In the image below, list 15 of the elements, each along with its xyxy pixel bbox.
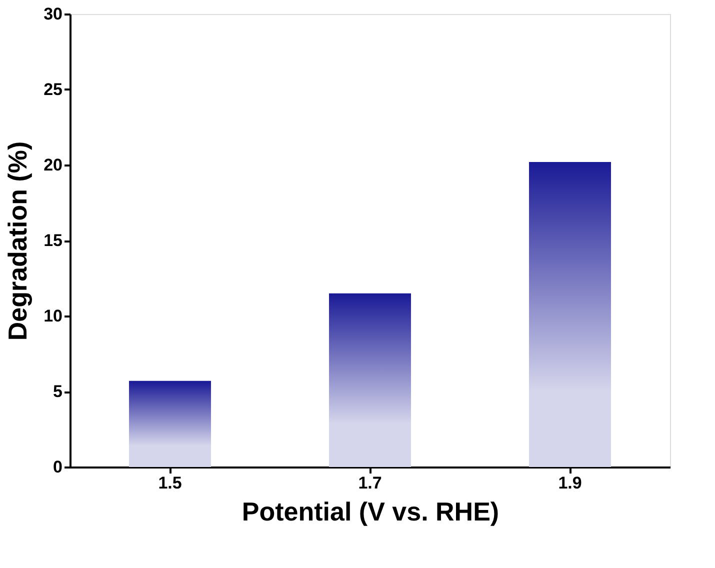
y-tick-label: 5 <box>53 382 62 401</box>
y-tick-label: 25 <box>44 80 62 99</box>
y-tick-label: 0 <box>53 458 62 476</box>
y-tick-label: 30 <box>44 4 62 24</box>
y-tick-label: 20 <box>44 156 62 174</box>
x-tick-label: 1.9 <box>558 474 582 492</box>
bar <box>129 380 211 467</box>
bar <box>529 162 611 467</box>
x-tick-label: 1.7 <box>358 474 382 492</box>
bar <box>329 293 411 467</box>
x-axis-title: Potential (V vs. RHE) <box>242 496 500 526</box>
x-tick-label: 1.5 <box>158 474 182 492</box>
y-tick-label: 15 <box>44 231 62 250</box>
y-tick-label: 10 <box>44 306 62 326</box>
y-axis-title: Degradation (%) <box>2 141 33 341</box>
